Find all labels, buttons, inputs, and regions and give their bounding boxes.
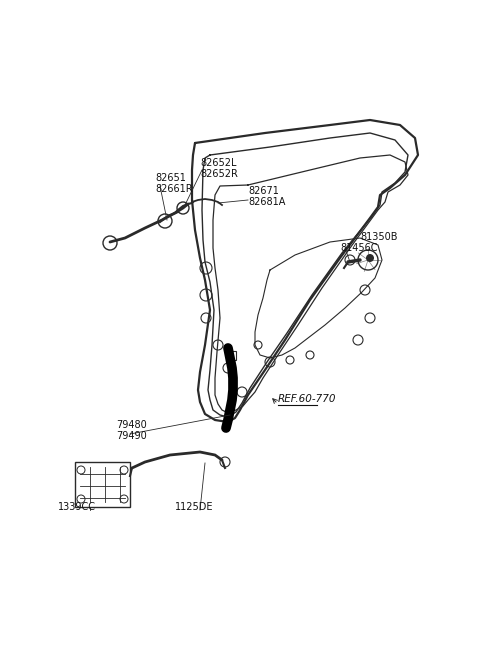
Bar [228, 373, 236, 382]
Text: 82661R: 82661R [155, 184, 192, 194]
Bar [228, 350, 236, 359]
Text: 82651: 82651 [155, 173, 186, 183]
Text: 82652R: 82652R [200, 169, 238, 179]
Text: 79490: 79490 [116, 431, 147, 441]
Circle shape [366, 254, 374, 262]
Text: 1125DE: 1125DE [175, 502, 214, 512]
Text: 82652L: 82652L [200, 158, 237, 168]
Text: 79480: 79480 [116, 420, 147, 430]
Text: 82671: 82671 [248, 186, 279, 196]
Text: 81456C: 81456C [340, 243, 377, 253]
Text: 81350B: 81350B [360, 232, 397, 242]
Bar [75, 462, 130, 507]
Text: 82681A: 82681A [248, 197, 286, 207]
Text: REF.60-770: REF.60-770 [278, 394, 336, 404]
Text: 1339CC: 1339CC [58, 502, 96, 512]
